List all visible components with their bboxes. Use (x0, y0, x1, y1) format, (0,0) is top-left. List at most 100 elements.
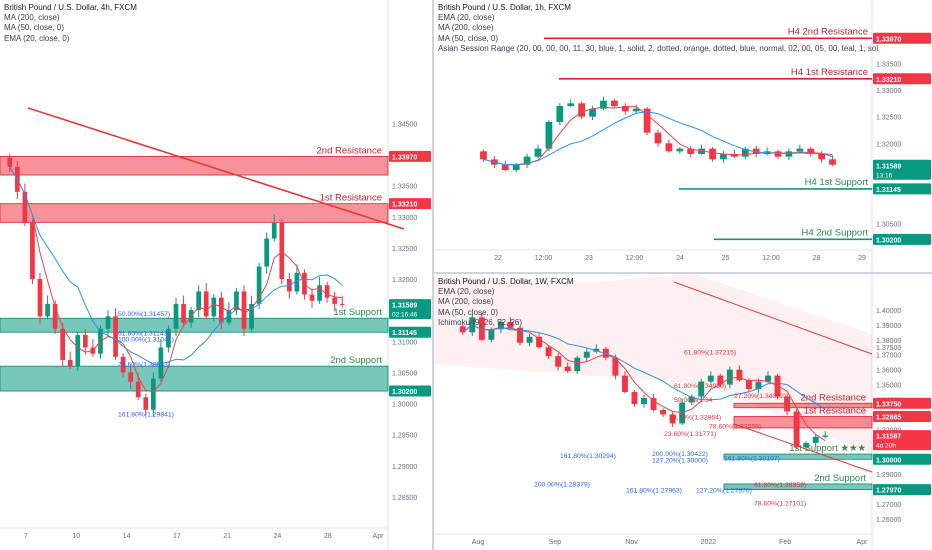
panel-divider-horizontal[interactable] (434, 272, 932, 274)
p1h-price-tag-label: 1.31145 (876, 187, 901, 194)
p1w-fib-label-0: 61.80%(1.37215) (684, 349, 736, 356)
p4h-candle-body (173, 303, 179, 329)
chart-1w-indicator-ichimoku: Ichimoku (9, 26, 52, 26) (438, 317, 523, 327)
p4h-time-tick-label: 17 (173, 533, 181, 540)
p4h-candle-body (120, 356, 126, 373)
p1w-candle-body (717, 375, 724, 385)
p1w-price-tick-label: 1.35000 (876, 383, 901, 390)
p4h-candle-body (279, 222, 285, 279)
p4h-zone-label-2: 1st Support (333, 307, 382, 318)
p1w-candle-body (726, 369, 733, 385)
chart-1h-panel[interactable]: British Pound / U.S. Dollar, 1h, FXCM EM… (434, 0, 932, 272)
p1h-price-tick-label: 1.30500 (876, 221, 901, 228)
p4h-fib-label-0: 50.00%(1.31457) (118, 311, 170, 318)
p1h-price-tag-bg (873, 159, 931, 180)
p1w-price-tag-bg (873, 410, 931, 422)
p4h-candle-body (241, 291, 247, 329)
p1w-price-tag-countdown: 4d 20h (876, 443, 896, 450)
p1w-price-tick-label: 1.37500 (876, 345, 901, 352)
p1w-zone-label-1: 1st Resistance (804, 405, 866, 416)
p1w-candle-body (497, 321, 504, 330)
p1w-candle-body (784, 396, 791, 412)
p4h-fib-label-2: 100.00%(1.31041) (118, 337, 174, 344)
p4h-candle-body (317, 285, 322, 301)
p1w-candle-body (583, 351, 590, 358)
p1h-time-tick-label: 23 (585, 255, 593, 262)
p4h-candle-body (67, 359, 73, 367)
p1w-zone-support-3 (723, 483, 873, 491)
p1h-time-tick-label: 22 (494, 255, 502, 262)
p1h-candle-body (807, 148, 815, 154)
p4h-candle-body (226, 310, 232, 323)
p1w-candle-body (545, 347, 552, 357)
p1h-candle-body (600, 100, 607, 109)
p4h-price-axis-bg (388, 0, 432, 550)
p1h-time-tick-label: 12:00 (626, 255, 644, 262)
p4h-candle-body (150, 378, 156, 410)
p1h-price-tag-countdown: 13:16 (876, 172, 893, 179)
p1w-price-tick-label: 1.27000 (876, 502, 901, 509)
p1w-zone-label-3: 2nd Support (814, 473, 866, 484)
chart-1h-indicator-asian-range: Asian Session Range (20, 00, 00, 00, 11,… (438, 43, 878, 53)
p4h-zone-resistance-1 (0, 203, 389, 223)
p1h-candle-body (534, 148, 542, 157)
p4h-price-tag-bg (389, 385, 431, 397)
p1h-candle-body (589, 108, 596, 117)
p4h-time-tick-label: 21 (223, 533, 231, 540)
p4h-candle-body (211, 297, 217, 317)
p1w-candle-body (812, 436, 819, 443)
p1h-candle-body (752, 148, 760, 154)
p1h-time-tick-label: 29 (858, 255, 866, 262)
p4h-price-tick-label: 1.29500 (392, 433, 417, 440)
p1w-zone-label-0: 2nd Resistance (801, 392, 866, 403)
p1h-candle-body (818, 154, 826, 160)
p1h-candle-body (556, 106, 564, 122)
p1w-fib-label-2: 50.00%(1.34 (674, 397, 713, 404)
p1h-level-label-1: H4 1st Resistance (791, 67, 868, 78)
p4h-candle-body (52, 303, 58, 329)
p4h-price-tag-label: 1.33210 (392, 202, 417, 209)
chart-4h-canvas[interactable]: 1.345001.340001.335001.330001.325001.320… (0, 0, 432, 550)
p4h-price-tag-label: 1.33970 (392, 154, 417, 161)
p4h-candle-body (82, 335, 88, 348)
p1w-fib-label-7: 161.80%(1.30294) (560, 453, 616, 460)
p1h-price-tag-label: 1.33970 (876, 36, 901, 43)
p1w-fib-label-15: 78.60%(1.27101) (754, 501, 806, 508)
p4h-price-tick-label: 1.31000 (392, 339, 417, 346)
p4h-price-tag-countdown: 02:16:46 (392, 312, 418, 319)
chart-1h-canvas[interactable]: 1.33970 1.33500 1.33210 1.33000 1.32500 1.320… (434, 0, 932, 272)
p1w-candle-body (574, 357, 581, 372)
p1h-time-tick-label: 12:00 (762, 255, 780, 262)
chart-1h-indicator-ma50: MA (50, close, 0) (438, 33, 499, 43)
p1w-candle-body (650, 398, 657, 410)
p4h-price-tag-label: 1.30200 (392, 389, 417, 396)
p4h-time-tick-label: 24 (274, 533, 282, 540)
p1w-price-tick-label: 1.38000 (876, 338, 901, 345)
p1h-candle-body (480, 151, 487, 160)
chart-4h-panel[interactable]: British Pound / U.S. Dollar, 4h, FXCM MA… (0, 0, 432, 550)
p1h-price-tag-label: 1.33210 (876, 77, 901, 84)
p4h-fib-label-1: 61.80%(1.31143) (118, 330, 170, 337)
p1w-candle-body (488, 329, 495, 340)
p4h-candle-body (181, 303, 186, 323)
chart-1w-panel[interactable]: British Pound / U.S. Dollar, 1W, FXCM EM… (434, 274, 932, 550)
p1h-price-tick-label: 1.32000 (876, 141, 901, 148)
p1w-price-tag-label: 1.32865 (876, 414, 901, 421)
p1h-price-tag-bg (873, 73, 931, 85)
p1w-fib-label-8: 200.00%(1.30422) (652, 451, 708, 458)
p1w-price-tick-label: 1.37000 (876, 353, 901, 360)
chart-1h-indicator-ema20: EMA (20, close) (438, 13, 495, 23)
p4h-candle-body (339, 303, 345, 305)
p4h-candle-body (234, 291, 239, 311)
p1w-fib-label-5: 78.60%(1.32259) (709, 424, 761, 431)
p4h-candle-body (256, 266, 262, 304)
p1w-fib-label-11: 200.00%(1.28379) (534, 482, 590, 489)
p1w-candle-body (669, 414, 676, 424)
p4h-candle-body (324, 285, 330, 298)
p4h-candle-body (45, 303, 50, 317)
p1w-fib-label-13: 127.20%(1.27970) (696, 488, 752, 495)
p1w-ma50-line (462, 324, 826, 411)
p1w-price-tick-label: 1.39000 (876, 323, 901, 330)
panel-divider-vertical[interactable] (432, 0, 434, 550)
